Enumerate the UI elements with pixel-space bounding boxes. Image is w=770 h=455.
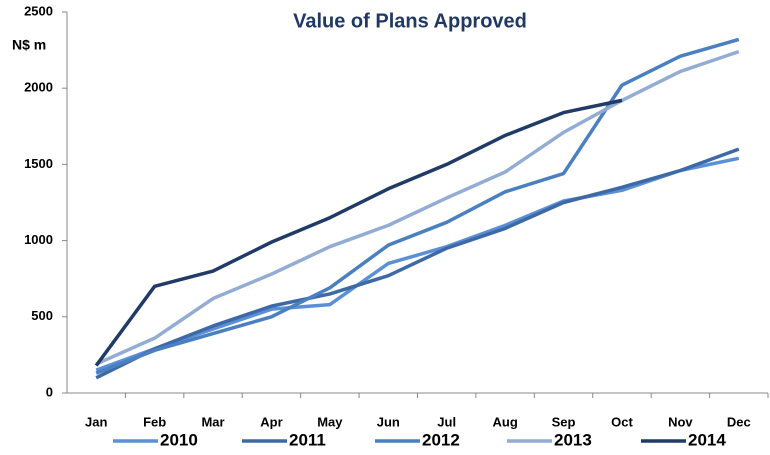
y-tick-label: 1500 [24,156,53,171]
x-tick-label: May [317,414,343,429]
legend-label: 2012 [422,430,460,449]
line-series [95,37,740,375]
x-tick-label: Feb [143,414,166,429]
y-tick-label: 2500 [24,3,53,18]
y-tick-label: 0 [46,384,53,399]
x-tick-label: Mar [201,414,224,429]
line-series [95,156,740,372]
legend-label: 2013 [554,430,592,449]
x-tick-label: Aug [492,414,517,429]
x-tick-label: Jul [437,414,456,429]
legend-label: 2011 [289,430,326,449]
x-tick-label: Jan [85,414,107,429]
x-tick-label: Dec [727,414,751,429]
line-series [95,49,740,366]
chart-title: Value of Plans Approved [293,10,527,32]
y-tick-label: 1000 [24,232,53,247]
x-tick-label: Oct [611,414,633,429]
y-tick-label: 2000 [24,80,53,95]
x-tick-label: Apr [260,414,282,429]
legend-label: 2010 [160,430,198,449]
y-tick-label: 500 [31,308,53,323]
y-axis-label: N$ m [12,37,46,53]
line-series [94,98,623,367]
x-tick-label: Jun [377,414,400,429]
x-tick-label: Sep [552,414,576,429]
x-tick-label: Nov [668,414,693,429]
legend-label: 2014 [688,430,726,449]
line-series [95,147,740,380]
